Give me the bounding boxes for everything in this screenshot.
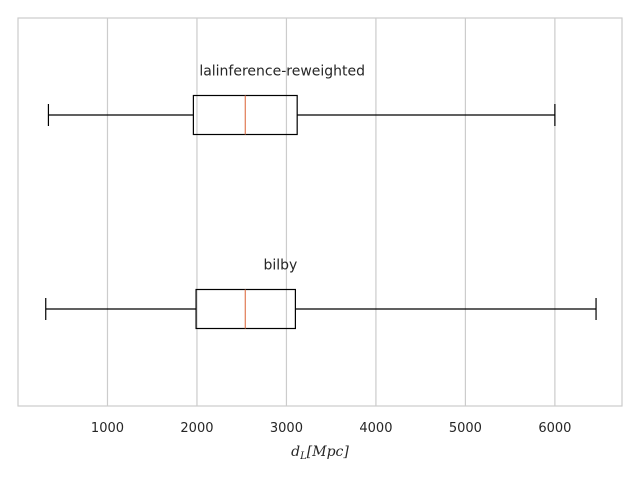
series-label-lalinference-reweighted: lalinference-reweighted bbox=[199, 64, 365, 80]
x-tick-label-5000: 5000 bbox=[449, 421, 482, 436]
x-tick-label-3000: 3000 bbox=[270, 421, 303, 436]
x-tick-label-2000: 2000 bbox=[180, 421, 213, 436]
series-label-bilby: bilby bbox=[263, 258, 297, 274]
boxes: lalinference-reweighted bilby bbox=[45, 64, 597, 330]
x-tick-label-6000: 6000 bbox=[538, 421, 571, 436]
x-tick-label-1000: 1000 bbox=[91, 421, 124, 436]
x-axis-label-sub: L bbox=[299, 451, 307, 462]
x-tick-label-4000: 4000 bbox=[359, 421, 392, 436]
x-ticks: 1000 2000 3000 4000 5000 6000 bbox=[91, 421, 572, 436]
grid bbox=[106, 18, 556, 406]
box-lalinference-reweighted: lalinference-reweighted bbox=[47, 64, 556, 136]
x-axis-label: dL[Mpc] bbox=[291, 444, 349, 462]
x-axis-label-main: d bbox=[291, 444, 300, 460]
box-bilby: bilby bbox=[45, 258, 597, 330]
plot-background bbox=[18, 18, 622, 406]
plot-frame bbox=[17, 17, 623, 407]
x-axis-label-rest: [Mpc] bbox=[307, 444, 350, 460]
